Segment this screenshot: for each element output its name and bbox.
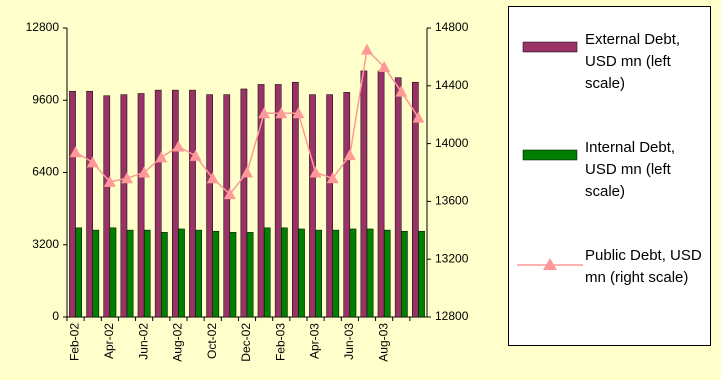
x-tick-label: Apr-02 [102,323,116,359]
bar [212,230,220,318]
y2-tick-label: 14400 [435,78,469,92]
y2-tick-label: 14800 [435,20,469,34]
y2-tick-label: 12800 [435,309,469,323]
bar [195,229,202,318]
y2-tick-label: 13200 [435,251,469,265]
marker [121,172,133,184]
marker [395,85,408,97]
marker [326,172,339,184]
marker [86,156,99,168]
bar [69,90,76,318]
bar [281,227,288,318]
y-tick-label: 9600 [32,92,59,106]
bar [349,228,357,318]
bar [223,94,231,318]
y-tick-label: 3200 [32,237,59,251]
legend: External Debt, USD mn (left scale) Intern… [508,6,711,346]
legend-label: Public Debt, USD mn (right scale) [585,247,702,286]
marker [378,61,391,73]
legend-swatch [522,41,578,53]
legend-symbol [522,149,578,161]
bar [377,70,385,318]
legend-item: Public Debt, USD mn (right scale) [517,245,707,325]
bar [360,70,368,318]
bar [326,94,333,318]
y-tick-label: 0 [52,309,59,323]
bar [126,229,134,318]
bar [172,89,179,318]
legend-item: Internal Debt, USD mn (left scale) [517,137,707,217]
bar [263,227,271,318]
bar [246,232,254,318]
legend-symbol [522,41,578,53]
bar [298,228,305,318]
marker [155,151,168,163]
bar [412,81,419,318]
bar [240,88,248,318]
bar [103,95,111,318]
bar [120,94,128,318]
bar [315,229,322,318]
marker [223,188,236,200]
bar [161,232,168,318]
chart: 0 3200 6400 9600 12800 12800 13200 13600 14000 14… [26,20,469,362]
bar [383,229,391,318]
bar [206,94,213,318]
legend-symbol [517,258,583,270]
bar [418,230,425,318]
y-tick-label: 6400 [32,165,59,179]
y2-tick-label: 14000 [435,136,469,150]
legend-marker [543,258,557,270]
x-tick-label: Feb-02 [68,323,82,361]
x-tick-label: Feb-03 [273,323,287,361]
marker [309,166,322,178]
bar [309,94,316,318]
marker [69,146,82,158]
legend-label: Internal Debt, USD mn (left scale) [585,139,676,200]
bar [178,228,185,318]
marker [275,107,288,119]
bar [394,77,402,318]
x-tick-label: Apr-03 [308,323,322,359]
x-tick-label: Aug-02 [171,323,185,362]
bar [137,93,145,318]
y2-tick-label: 13600 [435,194,469,208]
bar [109,227,117,318]
bar [143,229,151,318]
marker [361,43,373,55]
y-tick-label: 12800 [26,20,60,34]
bar [274,84,282,318]
bar [92,229,100,318]
bar [366,228,374,318]
marker [206,172,219,184]
x-tick-label: Dec-02 [239,323,253,362]
x-tick-label: Aug-03 [376,323,390,362]
bar [86,90,93,318]
marker [343,149,356,161]
legend-item: External Debt, USD mn (left scale) [517,29,707,109]
bar [229,232,237,318]
marker [292,107,305,119]
x-tick-label: Jun-03 [342,323,356,360]
bar [292,81,299,318]
marker [103,175,116,187]
legend-label: External Debt, USD mn (left scale) [585,31,681,92]
marker [189,149,202,161]
legend-swatch [522,149,578,161]
marker [241,166,253,178]
bar [401,230,408,318]
bar [75,227,82,318]
marker [258,107,271,119]
marker [412,111,425,123]
bar [257,84,265,318]
bar [154,89,162,318]
bar [343,92,351,318]
x-tick-label: Oct-02 [205,323,219,359]
marker [172,140,185,152]
marker [138,166,151,178]
x-tick-label: Jun-02 [136,323,150,360]
bar [332,229,340,318]
bar [189,89,196,318]
